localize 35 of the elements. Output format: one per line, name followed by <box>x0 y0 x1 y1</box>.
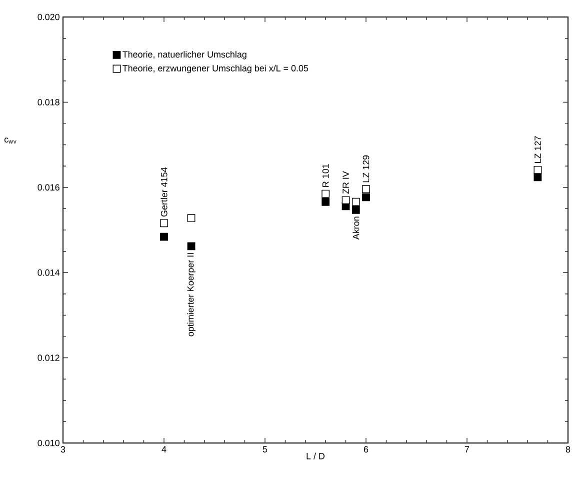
legend-label: Theorie, erzwungener Umschlag bei x/L = 0.05 <box>122 64 308 74</box>
annotation: LZ 127 <box>534 136 541 163</box>
point <box>352 206 360 214</box>
y-tick-label: 0.016 <box>38 184 60 191</box>
annotation: ZR IV <box>342 171 349 194</box>
annotation: Gertler 4154 <box>160 167 168 217</box>
x-axis-title: L / D <box>306 452 325 460</box>
point <box>322 198 330 206</box>
point <box>322 190 330 198</box>
point <box>362 185 370 194</box>
point <box>187 214 196 222</box>
y-tick-label: 0.010 <box>38 440 60 446</box>
point <box>352 198 360 206</box>
annotation: optimierter Koerper II <box>187 253 196 336</box>
x-tick-label: 6 <box>364 446 368 453</box>
legend-label: Theorie, natuerlicher Umschlag <box>122 51 246 60</box>
y-tick-label: 0.020 <box>38 14 60 20</box>
point <box>342 196 350 204</box>
point <box>160 232 168 241</box>
point <box>534 166 542 174</box>
y-axis-title: c$_{wv}$ <box>4 138 16 144</box>
x-tick-label: 5 <box>262 446 268 452</box>
x-tick-label: 8 <box>566 446 570 453</box>
y-tick-label: 0.012 <box>38 354 60 361</box>
annotation: R 101 <box>322 164 329 187</box>
x-tick-label: 3 <box>60 446 66 453</box>
point <box>362 193 370 202</box>
annotation: LZ 129 <box>362 155 370 182</box>
annotation: Akron <box>352 216 360 240</box>
x-tick-label: 4 <box>162 446 166 452</box>
point <box>187 242 196 250</box>
point <box>160 219 168 228</box>
y-tick-label: 0.014 <box>38 269 60 276</box>
y-tick-label: 0.018 <box>38 99 60 106</box>
x-tick-label: 7 <box>464 446 470 452</box>
